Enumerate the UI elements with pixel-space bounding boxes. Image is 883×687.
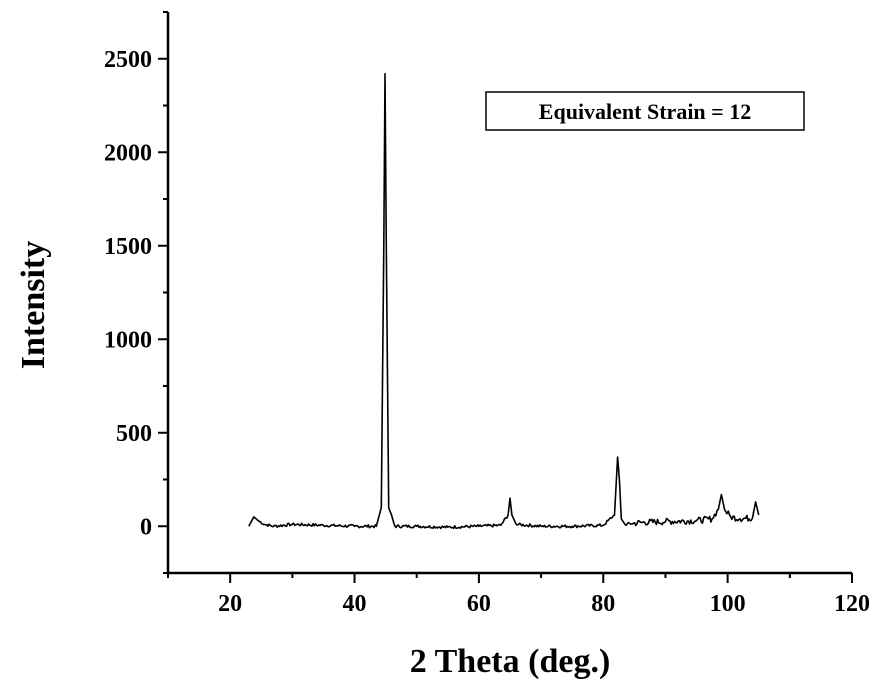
y-tick-label: 2000	[104, 140, 152, 166]
y-tick-label: 1500	[104, 234, 152, 260]
annotation-label: Equivalent Strain = 12	[539, 99, 751, 124]
x-axis-ticks: 20 40 60 80 100 120	[167, 573, 870, 617]
x-tick-label: 60	[467, 591, 491, 617]
y-tick-label: 2500	[104, 47, 152, 73]
x-tick-label: 20	[218, 591, 242, 617]
y-tick-label: 500	[116, 421, 152, 447]
x-tick-label: 80	[591, 591, 615, 617]
plot-area: 0 500 1000 1500 2000 2500 20 40 60 80 100 120	[104, 11, 870, 617]
legend: Equivalent Strain = 12	[485, 91, 805, 131]
series-line	[248, 72, 760, 530]
legend-box	[485, 91, 805, 131]
x-axis-title: 2 Theta (deg.)	[410, 643, 611, 680]
y-axis-title: Intensity	[15, 241, 52, 369]
y-tick-label: 0	[140, 514, 152, 540]
y-axis-ticks: 0 500 1000 1500 2000 2500	[104, 11, 168, 574]
x-tick-label: 120	[834, 591, 870, 617]
x-tick-label: 100	[710, 591, 746, 617]
x-tick-label: 40	[343, 591, 367, 617]
y-tick-label: 1000	[104, 327, 152, 353]
